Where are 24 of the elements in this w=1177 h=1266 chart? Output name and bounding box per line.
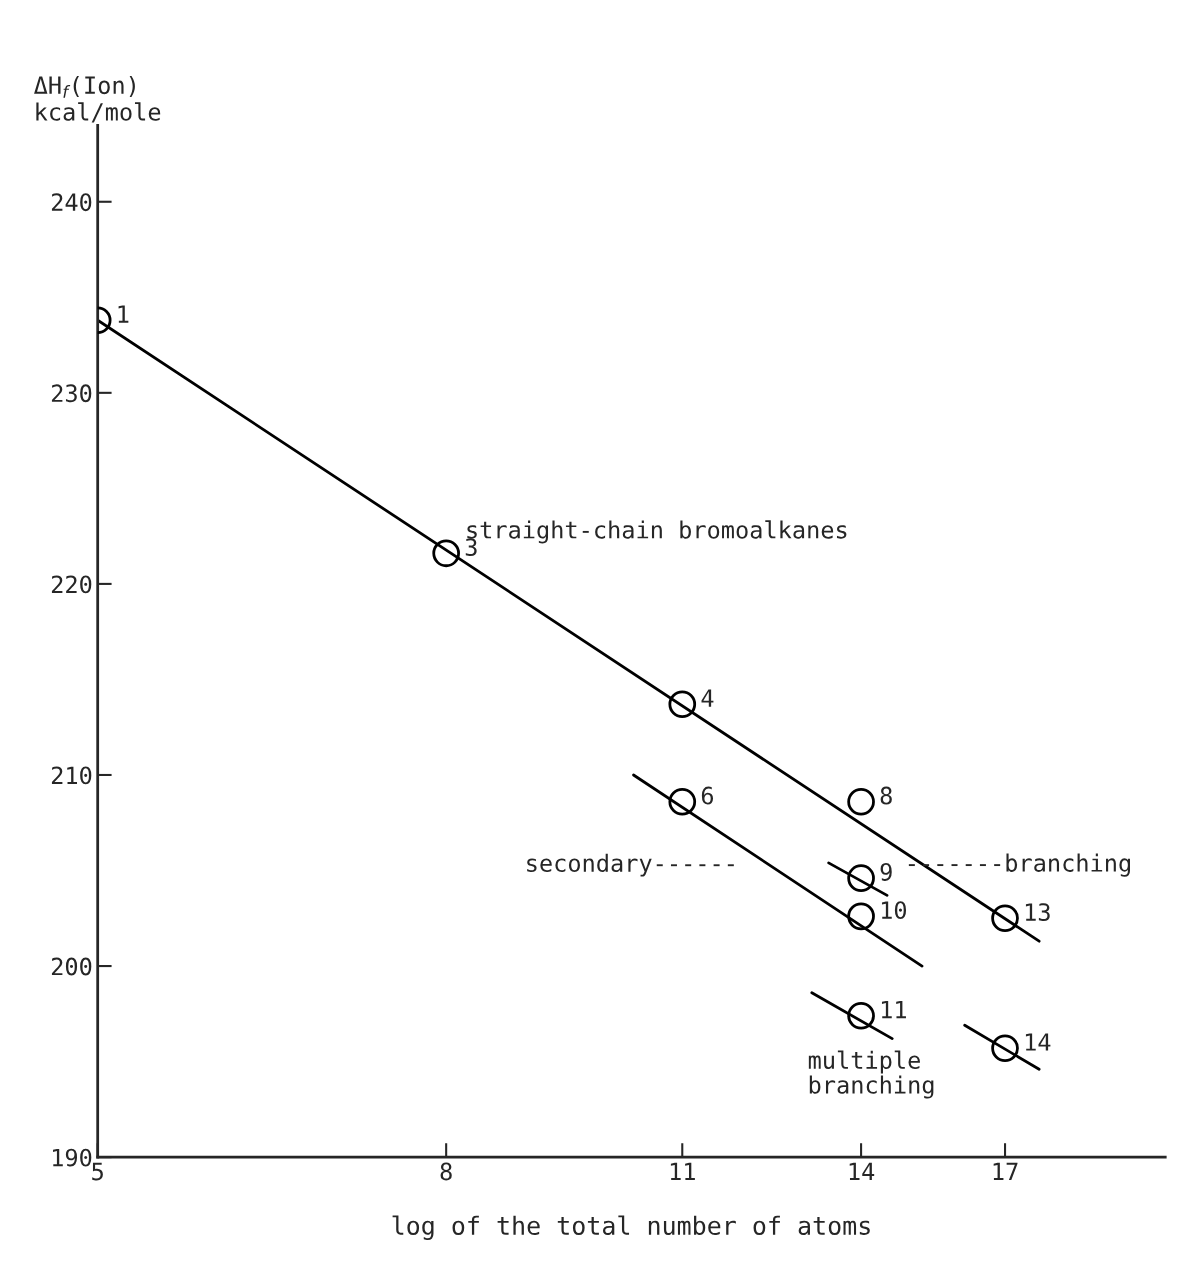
- annotation: 6: [701, 786, 714, 805]
- x-tick-label: 5: [92, 1162, 103, 1181]
- x-tick-label: 11: [670, 1162, 695, 1181]
- annotation: 4: [701, 689, 714, 707]
- y-axis-title: ΔH$_{f}$(Ion) kcal/mole: [34, 75, 161, 123]
- annotation: 11: [881, 1000, 906, 1019]
- y-tick-label: 230: [51, 384, 92, 403]
- annotation: 8: [880, 786, 892, 805]
- annotation: multiple branching: [808, 1050, 934, 1099]
- y-tick-label: 210: [51, 766, 92, 785]
- y-tick-label: 220: [51, 575, 92, 594]
- annotation: 14: [1025, 1033, 1051, 1051]
- x-tick-label: 8: [440, 1162, 452, 1181]
- x-axis-title: log of the total number of atoms: [392, 1215, 870, 1241]
- y-tick-label: 200: [51, 957, 92, 976]
- annotation: 9: [880, 863, 892, 881]
- annotation: 13: [1025, 903, 1050, 922]
- y-tick-label: 190: [53, 1148, 92, 1167]
- x-tick-label: 17: [993, 1162, 1018, 1181]
- annotation: 1: [118, 305, 129, 323]
- y-tick-label: 240: [51, 193, 92, 212]
- annotation: 10: [881, 901, 907, 920]
- x-tick-label: 14: [849, 1162, 875, 1181]
- annotation: secondary------: [527, 853, 734, 877]
